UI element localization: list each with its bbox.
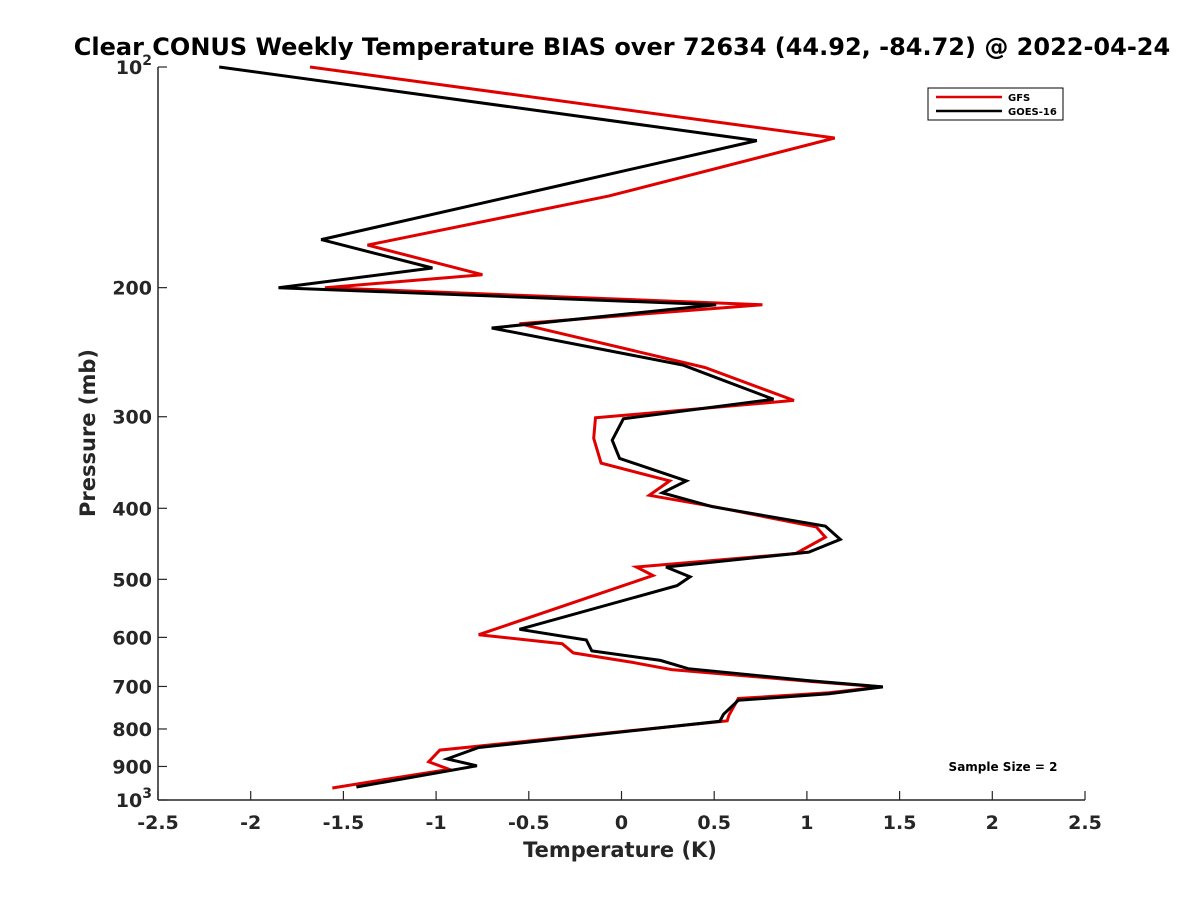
x-tick-label: -0.5 xyxy=(508,812,550,834)
x-tick-label: -1 xyxy=(426,812,447,834)
legend-label: GOES-16 xyxy=(1008,107,1057,118)
x-tick-label: 1 xyxy=(800,812,813,834)
legend: GFS GOES-16 xyxy=(927,87,1064,121)
y-tick-label: 102 xyxy=(116,53,152,79)
x-tick-label: -1.5 xyxy=(323,812,365,834)
x-tick-label: 2.5 xyxy=(1068,812,1102,834)
tick-group: -2.5 -2 -1.5 -1 -0.5 0 0.5 1 1.5 2 2.5 102 200 300 400… xyxy=(112,53,1102,834)
legend-label: GFS xyxy=(1008,93,1030,104)
x-tick-label: 0.5 xyxy=(697,812,731,834)
y-tick-label: 200 xyxy=(112,278,152,300)
y-tick-label: 900 xyxy=(112,756,152,778)
legend-box xyxy=(927,87,1064,121)
x-tick-label: 0 xyxy=(615,812,628,834)
x-tick-label: -2.5 xyxy=(137,812,179,834)
series-line-goes-16 xyxy=(218,65,884,789)
y-tick-label: 400 xyxy=(112,498,152,520)
x-tick-label: 1.5 xyxy=(883,812,917,834)
x-tick-label: -2 xyxy=(240,812,261,834)
y-axis-label: Pressure (mb) xyxy=(76,349,100,517)
y-tick-label: 800 xyxy=(112,719,152,741)
y-tick-label: 500 xyxy=(112,569,152,591)
sample-size-annotation: Sample Size = 2 xyxy=(949,760,1058,774)
y-tick-label: 700 xyxy=(112,676,152,698)
y-tick-label: 600 xyxy=(112,627,152,649)
series-group xyxy=(218,65,884,790)
x-tick-label: 2 xyxy=(986,812,999,834)
x-axis-label: Temperature (K) xyxy=(523,838,717,862)
chart-title: Clear CONUS Weekly Temperature BIAS over… xyxy=(74,33,1170,61)
y-tick-label: 300 xyxy=(112,407,152,429)
axes xyxy=(157,67,1085,801)
y-tick-label: 103 xyxy=(116,786,152,812)
